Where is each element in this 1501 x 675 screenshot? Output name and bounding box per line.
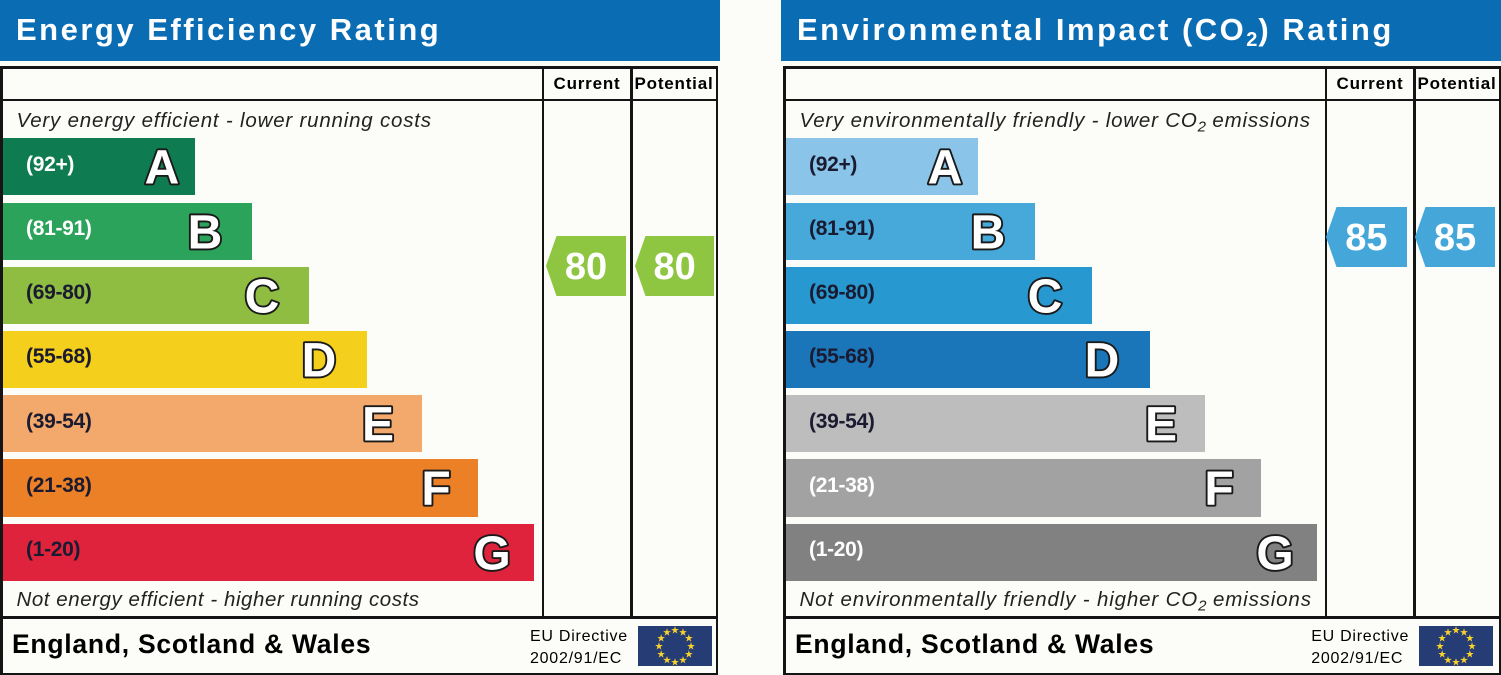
svg-text:F: F bbox=[421, 463, 450, 516]
svg-text:D: D bbox=[302, 334, 337, 387]
svg-text:G: G bbox=[1256, 527, 1293, 580]
svg-text:F: F bbox=[1204, 463, 1233, 516]
svg-text:A: A bbox=[928, 142, 963, 195]
svg-text:G: G bbox=[473, 527, 510, 580]
svg-text:80: 80 bbox=[565, 246, 607, 288]
svg-text:E: E bbox=[1145, 399, 1177, 452]
svg-text:E: E bbox=[362, 399, 394, 452]
svg-text:85: 85 bbox=[1434, 217, 1476, 259]
svg-text:B: B bbox=[970, 206, 1005, 259]
svg-text:85: 85 bbox=[1346, 217, 1388, 259]
svg-text:C: C bbox=[244, 270, 279, 323]
svg-text:A: A bbox=[145, 142, 180, 195]
svg-text:B: B bbox=[187, 206, 222, 259]
svg-text:C: C bbox=[1027, 270, 1062, 323]
svg-text:D: D bbox=[1085, 334, 1120, 387]
svg-text:80: 80 bbox=[654, 246, 696, 288]
